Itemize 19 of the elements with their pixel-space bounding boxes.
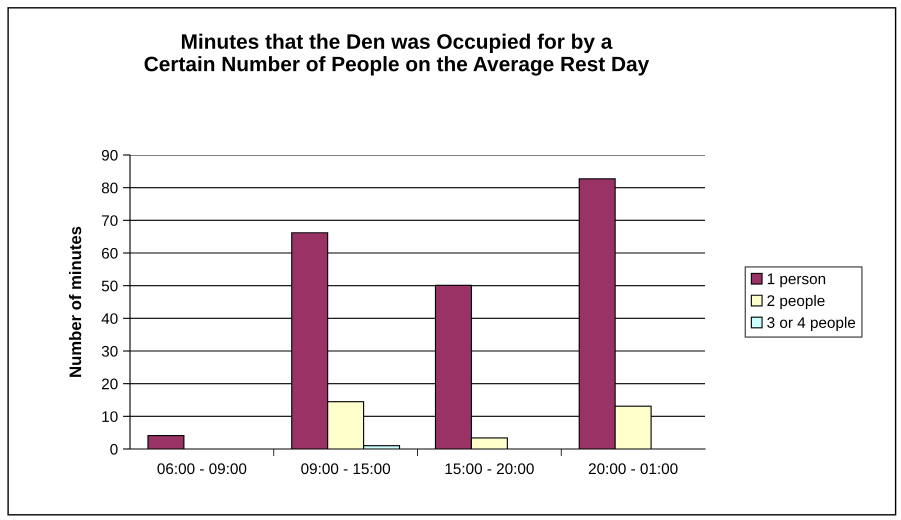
y-tick-label: 50 [102, 280, 118, 292]
y-tick-label: 10 [102, 411, 118, 422]
x-tick-label: 09:00 - 15:00 [301, 463, 390, 474]
y-tick-label: 70 [102, 215, 118, 226]
y-axis-title: Number of minutes [69, 226, 82, 377]
y-tick-label: 60 [102, 248, 118, 259]
chart-title: Minutes that the Den was Occupied for by a Certain Number of People on the Average Rest Day [144, 34, 650, 76]
x-tick-label: 15:00 - 20:00 [446, 463, 534, 474]
legend-label: 2 people [767, 294, 825, 310]
y-tick-label: 40 [102, 313, 118, 324]
y-tick-label: 0 [110, 444, 118, 455]
legend-label: 1 person [768, 274, 826, 288]
y-tick-label: 80 [102, 182, 118, 194]
y-tick-label: 20 [102, 378, 118, 390]
legend-label: 3 or 4 people [767, 316, 856, 331]
x-tick-label: 06:00 - 09:00 [157, 463, 246, 474]
y-tick-label: 90 [102, 150, 118, 161]
y-tick-label: 30 [102, 346, 118, 357]
x-tick-label: 20:00 - 01:00 [588, 463, 678, 474]
